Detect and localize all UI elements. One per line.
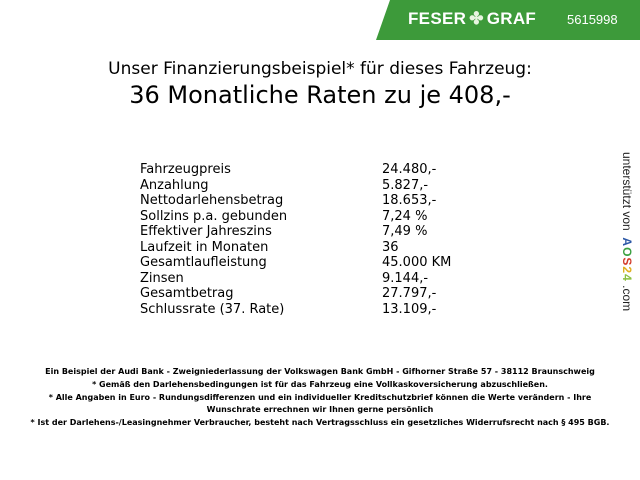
finance-table: Fahrzeugpreis 24.480,- Anzahlung 5.827,- N… (140, 162, 460, 317)
table-row: Anzahlung 5.827,- (140, 178, 460, 194)
row-label: Nettodarlehensbetrag (140, 193, 284, 208)
table-row: Nettodarlehensbetrag 18.653,- (140, 193, 460, 209)
row-label: Laufzeit in Monaten (140, 239, 269, 255)
row-value: 5.827,- (382, 177, 429, 193)
row-value: 13.109,- (382, 301, 437, 317)
table-row: Laufzeit in Monaten 36 (140, 240, 460, 256)
footer-disclaimer: Ein Beispiel der Audi Bank - Zweignieder… (30, 366, 610, 430)
brand-name-2: GRAF (486, 9, 537, 28)
title-line-2: 36 Monatliche Raten zu je 408,- (129, 81, 511, 109)
vehicle-code: 5615998 (567, 12, 618, 27)
table-row: Sollzins p.a. gebunden 7,24 % (140, 209, 460, 225)
brand-name-1: FESER (408, 9, 467, 28)
row-value: 24.480,- (382, 162, 437, 177)
row-label: Zinsen (140, 270, 184, 286)
row-value: 9.144,- (382, 270, 429, 286)
table-row: Schlussrate (37. Rate) 13.109,- (140, 302, 460, 318)
clover-icon: ✤ (469, 9, 484, 28)
row-label: Effektiver Jahreszins (140, 224, 272, 239)
row-value: 45.000 KM (382, 255, 452, 270)
row-label: Gesamtlaufleistung (140, 255, 267, 270)
brand-logo: FESER ✤ GRAF (408, 9, 536, 29)
aos24-logo: AOS24 (620, 237, 634, 282)
row-label: Schlussrate (37. Rate) (140, 301, 285, 317)
table-row: Gesamtlaufleistung 45.000 KM (140, 255, 460, 271)
footer-line: * Ist der Darlehens-/Leasingnehmer Verbr… (30, 417, 610, 427)
credit-suffix: .com (620, 285, 634, 312)
table-row: Fahrzeugpreis 24.480,- (140, 162, 460, 178)
credit-text: unterstützt von (620, 152, 634, 231)
table-row: Gesamtbetrag 27.797,- (140, 286, 460, 302)
table-row: Zinsen 9.144,- (140, 271, 460, 287)
row-value: 36 (382, 239, 399, 255)
row-value: 7,49 % (382, 224, 428, 239)
row-value: 7,24 % (382, 208, 428, 224)
brand-banner (376, 0, 640, 40)
title-line-1: Unser Finanzierungsbeispiel* für dieses … (108, 59, 532, 79)
row-label: Sollzins p.a. gebunden (140, 208, 288, 224)
footer-line: Ein Beispiel der Audi Bank - Zweignieder… (45, 367, 595, 376)
row-label: Fahrzeugpreis (140, 162, 231, 177)
table-row: Effektiver Jahreszins 7,49 % (140, 224, 460, 240)
footer-line: * Alle Angaben in Euro - Rundungsdiffere… (48, 393, 592, 414)
row-value: 18.653,- (382, 193, 437, 208)
row-label: Anzahlung (140, 177, 209, 193)
aos24-credit: unterstützt von AOS24 .com (620, 152, 634, 311)
footer-line: * Gemäß den Darlehensbedingungen ist für… (92, 380, 548, 389)
row-value: 27.797,- (382, 286, 437, 301)
row-label: Gesamtbetrag (140, 286, 234, 301)
